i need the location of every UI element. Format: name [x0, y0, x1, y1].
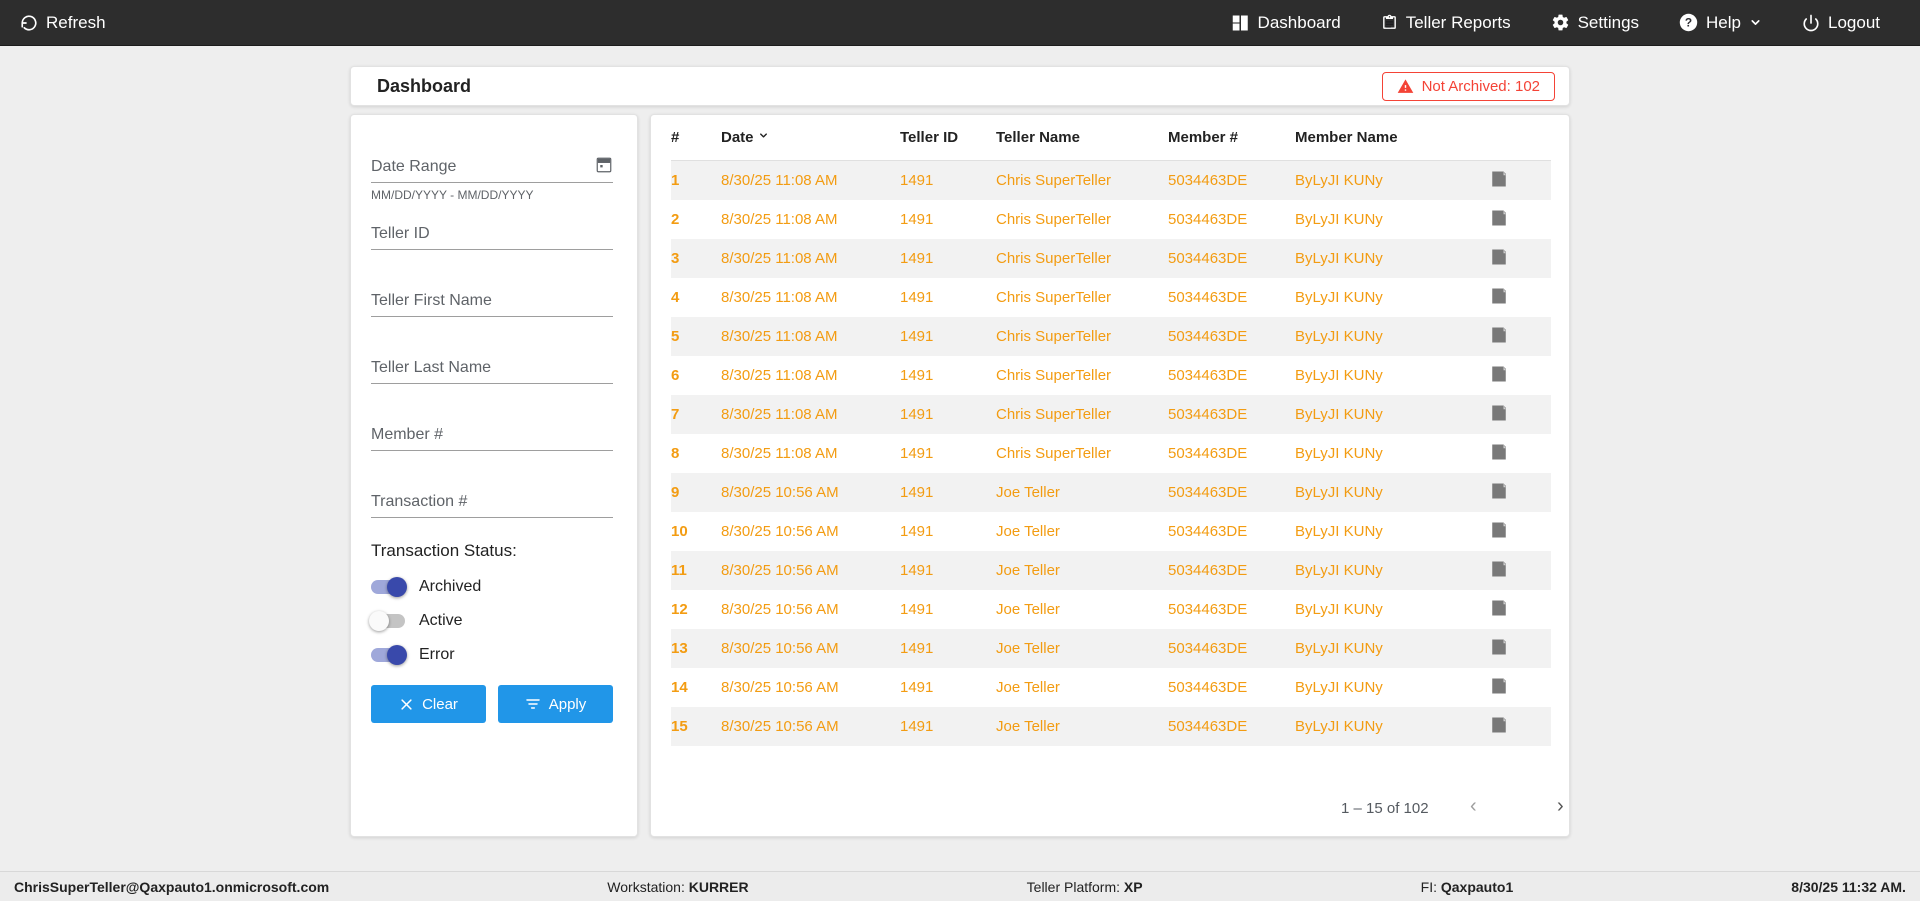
svg-text:?: ? — [1685, 15, 1692, 29]
